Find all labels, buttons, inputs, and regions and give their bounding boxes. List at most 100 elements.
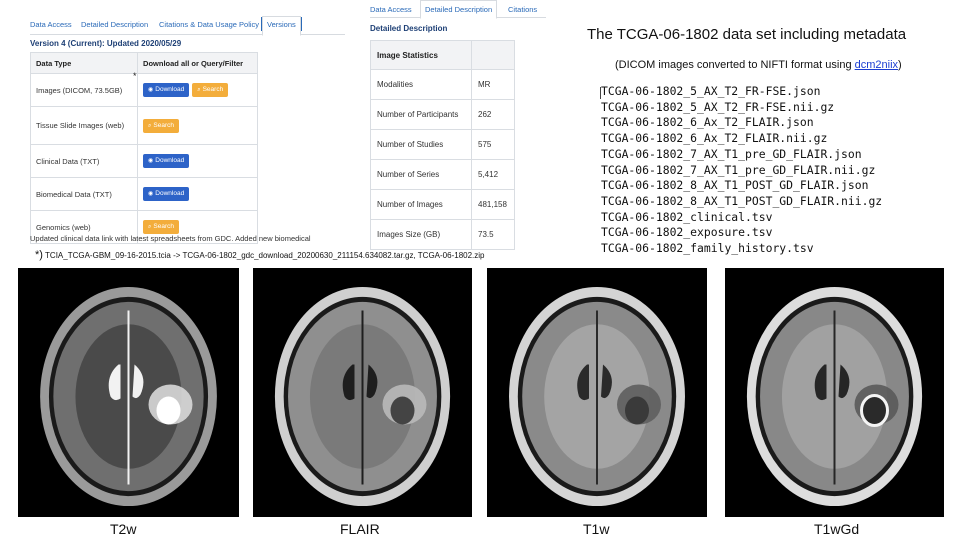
stat-label: Number of Studies (370, 129, 472, 160)
download-button[interactable]: ◉ Download (143, 154, 190, 168)
mri-image-t1wgd (725, 268, 944, 517)
mri-image-flair (253, 268, 472, 517)
table-row: Number of Participants 262 (370, 99, 515, 130)
table-row: Modalities MR (370, 69, 515, 100)
tab-citations[interactable]: Citations (508, 5, 538, 14)
mri-image-t1w (487, 268, 707, 517)
mri-label-t1wgd: T1wGd (814, 521, 860, 537)
right-ventricle (132, 364, 144, 399)
file-list-item: TCGA-06-1802_6_Ax_T2_FLAIR.json (601, 115, 814, 130)
tab-data-access[interactable]: Data Access (30, 20, 72, 29)
table-row: Number of Studies 575 (370, 129, 515, 160)
search-button[interactable]: ⌕ Search (143, 118, 180, 133)
download-icon: ◉ (148, 158, 154, 164)
updated-note: Updated clinical data link with latest s… (30, 234, 311, 243)
tab-divider (261, 17, 262, 31)
search-icon: ⌕ (148, 122, 152, 129)
data-type-cell: Genomics (web) (29, 210, 139, 244)
mri-label-t1w: T1w (583, 521, 610, 537)
search-button[interactable]: ⌕ Search (143, 220, 180, 234)
stat-value: MR (471, 69, 515, 100)
tab-detailed-description[interactable]: Detailed Description (420, 0, 498, 19)
stat-value: 73.5 (471, 219, 515, 250)
dataset-title: The TCGA-06-1802 data set including meta… (587, 26, 907, 43)
brain-slice-graphic (40, 286, 217, 507)
tab-versions[interactable]: Versions (262, 16, 301, 36)
left-ventricle (814, 364, 827, 401)
stat-label: Images Size (GB) (370, 219, 472, 250)
file-list-item: TCGA-06-1802_clinical.tsv (601, 209, 773, 224)
lesion-core (625, 396, 649, 425)
tab-divider (301, 17, 302, 31)
left-ventricle (577, 364, 589, 401)
table-header-row: Image Statistics (370, 40, 515, 70)
file-list-item: TCGA-06-1802_7_AX_T1_pre_GD_FLAIR.nii.gz (601, 162, 876, 177)
stat-label: Number of Participants (370, 99, 472, 130)
data-type-cell: Clinical Data (TXT) (29, 144, 139, 178)
search-button[interactable]: ⌕ Search (192, 83, 229, 97)
file-list-item: TCGA-06-1802_6_Ax_T2_FLAIR.nii.gz (601, 131, 828, 146)
data-type-cell: Images (DICOM, 73.5GB) (29, 73, 139, 107)
brain-slice-graphic (274, 286, 451, 507)
action-cell: ⌕ Search (137, 106, 258, 145)
header-empty (471, 40, 515, 70)
button-label: Search (202, 86, 224, 93)
table-row: Number of Series 5,412 (370, 159, 515, 190)
button-label: Download (155, 86, 185, 93)
table-row: Genomics (web) ⌕ Search (29, 210, 258, 244)
source-note: *) TCIA_TCGA-GBM_09-16-2015.tcia -> TCGA… (35, 249, 485, 261)
data-access-table: Data Type Download all or Query/Filter I… (29, 52, 258, 244)
download-button[interactable]: ◉ Download (143, 187, 190, 201)
conversion-note-prefix: (DICOM images converted to NIFTI format … (615, 59, 855, 71)
detailed-description-title: Detailed Description (370, 24, 448, 33)
text-cursor (600, 87, 601, 99)
tab-data-access[interactable]: Data Access (370, 5, 412, 14)
conversion-note-suffix: ) (898, 59, 902, 71)
left-ventricle (108, 364, 121, 401)
data-type-cell: Tissue Slide Images (web) (29, 106, 139, 145)
tab-citations-data-usage-policy[interactable]: Citations & Data Usage Policy (159, 20, 260, 29)
file-list-item: TCGA-06-1802_8_AX_T1_POST_GD_FLAIR.json (601, 178, 869, 193)
download-icon: ◉ (148, 87, 154, 93)
header-download-query: Download all or Query/Filter (137, 52, 258, 74)
tab-detailed-description[interactable]: Detailed Description (81, 20, 149, 29)
download-icon: ◉ (148, 191, 154, 197)
table-row: Tissue Slide Images (web) ⌕ Search (29, 106, 258, 145)
image-statistics-table: Image Statistics Modalities MR Number of P… (370, 40, 515, 250)
table-row: Images (DICOM, 73.5GB) ◉ Download ⌕ Search (29, 73, 258, 107)
stat-value: 575 (471, 129, 515, 160)
file-list-item: TCGA-06-1802_8_AX_T1_POST_GD_FLAIR.nii.g… (601, 193, 883, 208)
stat-value: 262 (471, 99, 515, 130)
action-cell: ⌕ Search (137, 210, 258, 244)
mri-label-t2w: T2w (110, 521, 137, 537)
stat-label: Number of Images (370, 189, 472, 220)
conversion-note: (DICOM images converted to NIFTI format … (615, 59, 902, 71)
source-note-marker: *) (35, 249, 43, 261)
file-list-item: TCGA-06-1802_family_history.tsv (601, 241, 814, 256)
button-label: Search (153, 223, 175, 230)
table-row: Number of Images 481,158 (370, 189, 515, 220)
action-cell: ◉ Download (137, 144, 258, 178)
brain-slice-graphic (746, 286, 923, 507)
dcm2niix-link[interactable]: dcm2niix (854, 59, 899, 71)
button-label: Search (153, 121, 175, 129)
right-ventricle (838, 364, 850, 399)
detail-tab-bar: Data Access Detailed Description Citatio… (370, 0, 546, 19)
file-list-item: TCGA-06-1802_7_AX_T1_pre_GD_FLAIR.json (601, 146, 862, 161)
header-data-type: Data Type (29, 52, 139, 74)
stat-label: Number of Series (370, 159, 472, 190)
download-button[interactable]: ◉ Download (143, 83, 190, 97)
file-list-item: TCGA-06-1802_5_AX_T2_FR-FSE.nii.gz (601, 99, 835, 114)
lesion-core (862, 396, 887, 425)
asterisk-marker: * (133, 71, 137, 81)
lesion-core (390, 396, 415, 425)
mri-label-flair: FLAIR (340, 521, 380, 537)
file-list-item: TCGA-06-1802_exposure.tsv (601, 225, 773, 240)
stat-label: Modalities (370, 69, 472, 100)
file-list-item: TCGA-06-1802_5_AX_T2_FR-FSE.json (601, 84, 821, 98)
left-ventricle (342, 364, 355, 401)
lesion-core (156, 396, 181, 425)
version-title: Version 4 (Current): Updated 2020/05/29 (30, 39, 182, 48)
brain-slice-graphic (509, 286, 685, 507)
right-ventricle (366, 364, 378, 399)
